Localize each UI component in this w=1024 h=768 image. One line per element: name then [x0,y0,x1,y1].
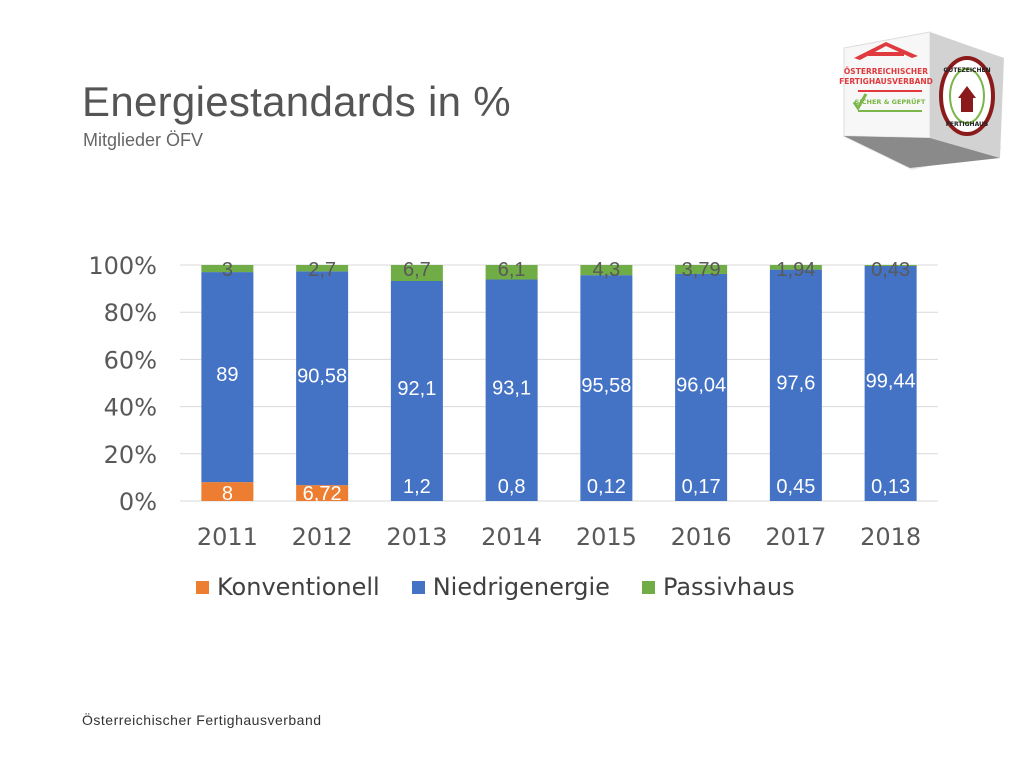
logo-text-1: ÖSTERREICHISCHER [844,67,928,76]
legend-swatch-niedrigenergie [411,580,425,594]
x-tick-label: 2018 [860,523,921,551]
y-tick-label: 100% [88,252,157,280]
bar-passivhaus [390,265,443,282]
x-tick-label: 2016 [671,523,732,551]
chart-legend: Konventionell Niedrigenergie Passivhaus [196,570,795,604]
data-label-bottom: 0,12 [587,476,626,498]
data-label-passivhaus: 0,43 [871,259,910,281]
bar-konventionell [201,482,254,501]
data-label-niedrigenergie: 99,44 [866,371,916,393]
data-label-konventionell: 8 [222,483,233,505]
data-label-bottom: 0,45 [776,476,815,498]
data-label-niedrigenergie: 92,1 [397,378,436,400]
data-label-niedrigenergie: 96,04 [676,374,726,396]
data-label-niedrigenergie: 95,58 [581,375,631,397]
bar-niedrigenergie [201,272,254,483]
data-label-niedrigenergie: 90,58 [297,365,347,387]
legend-item-niedrigenergie: Niedrigenergie [411,573,610,601]
y-tick-label: 40% [104,394,157,422]
bar-niedrigenergie [864,266,917,501]
logo-text-3: SICHER & GEPRÜFT [855,97,926,106]
bar-passivhaus [485,265,538,280]
x-tick-label: 2017 [765,523,826,551]
y-tick-label: 0% [119,488,157,516]
data-label-bottom: 0,17 [682,476,721,498]
data-label-konventionell: 6,72 [303,483,342,505]
x-tick-label: 2011 [197,523,258,551]
bar-passivhaus [580,265,633,276]
logo-text-4: GÜTEZEICHEN [943,67,990,74]
bar-niedrigenergie [485,279,538,501]
legend-item-passivhaus: Passivhaus [641,573,795,601]
x-tick-label: 2013 [386,523,447,551]
bar-passivhaus [864,265,917,267]
x-tick-label: 2015 [576,523,637,551]
data-label-niedrigenergie: 97,6 [776,372,815,394]
bar-passivhaus [675,265,728,274]
data-label-passivhaus: 6,1 [498,259,526,281]
data-label-passivhaus: 6,7 [403,259,431,281]
y-tick-label: 60% [104,346,157,374]
bar-passivhaus [201,265,254,273]
bar-konventionell [296,485,349,501]
data-label-passivhaus: 4,3 [592,259,620,281]
legend-label-niedrigenergie: Niedrigenergie [432,573,610,601]
x-tick-label: 2014 [481,523,542,551]
bar-passivhaus [769,265,822,270]
y-tick-label: 20% [104,441,157,469]
bar-niedrigenergie [296,271,349,486]
data-label-passivhaus: 1,94 [776,259,815,281]
slide-subtitle: Mitglieder ÖFV [83,130,204,150]
legend-label-konventionell: Konventionell [217,573,380,601]
bar-niedrigenergie [390,281,443,501]
data-label-bottom: 0,13 [871,476,910,498]
bar-niedrigenergie [675,273,728,501]
bar-passivhaus [296,265,349,272]
data-label-niedrigenergie: 89 [216,364,238,386]
oefv-logo: ÖSTERREICHISCHER FERTIGHAUSVERBAND SICHE… [832,18,1022,178]
data-label-passivhaus: 3,79 [682,259,721,281]
legend-item-konventionell: Konventionell [196,573,380,601]
data-label-bottom: 0,8 [498,476,526,498]
data-label-passivhaus: 3 [222,259,233,281]
y-tick-label: 80% [104,299,157,327]
logo-text-5: FERTIGHAUS [946,121,988,128]
x-tick-label: 2012 [292,523,353,551]
data-label-niedrigenergie: 93,1 [492,377,531,399]
legend-label-passivhaus: Passivhaus [662,573,795,601]
bar-niedrigenergie [769,269,822,501]
legend-swatch-konventionell [196,580,209,594]
data-label-passivhaus: 2,7 [308,259,336,281]
footer-text: Österreichischer Fertighausverband [82,712,322,728]
legend-swatch-passivhaus [641,580,655,594]
slide-title: Energiestandards in % [82,78,511,125]
bar-niedrigenergie [580,275,633,501]
data-label-bottom: 1,2 [403,476,431,498]
logo-text-2: FERTIGHAUSVERBAND [839,77,933,86]
